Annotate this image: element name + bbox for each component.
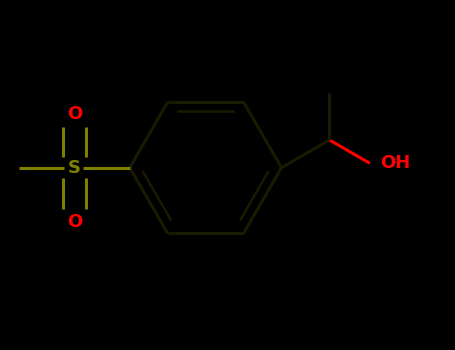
Text: O: O <box>67 105 82 123</box>
Text: O: O <box>67 213 82 231</box>
Text: S: S <box>68 159 81 177</box>
Text: OH: OH <box>380 154 410 172</box>
